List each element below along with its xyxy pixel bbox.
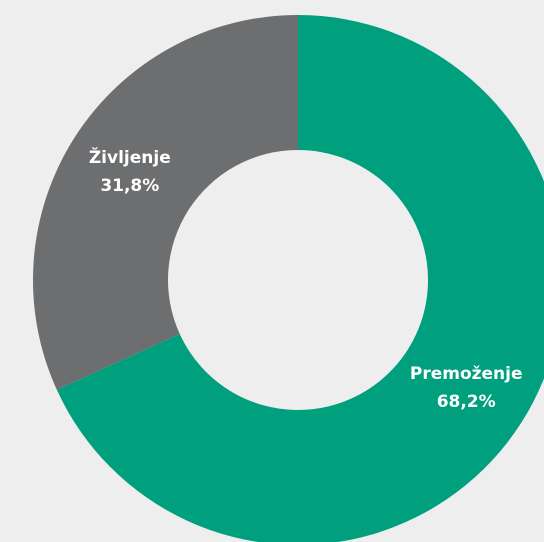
slice-label: Premoženje	[410, 364, 523, 384]
slice-label: Življenje	[89, 146, 171, 168]
slice-value-label: 68,2%	[437, 392, 496, 412]
donut-slice	[56, 15, 544, 542]
slice-value-label: 31,8%	[100, 176, 159, 196]
donut-slice	[32, 15, 298, 390]
